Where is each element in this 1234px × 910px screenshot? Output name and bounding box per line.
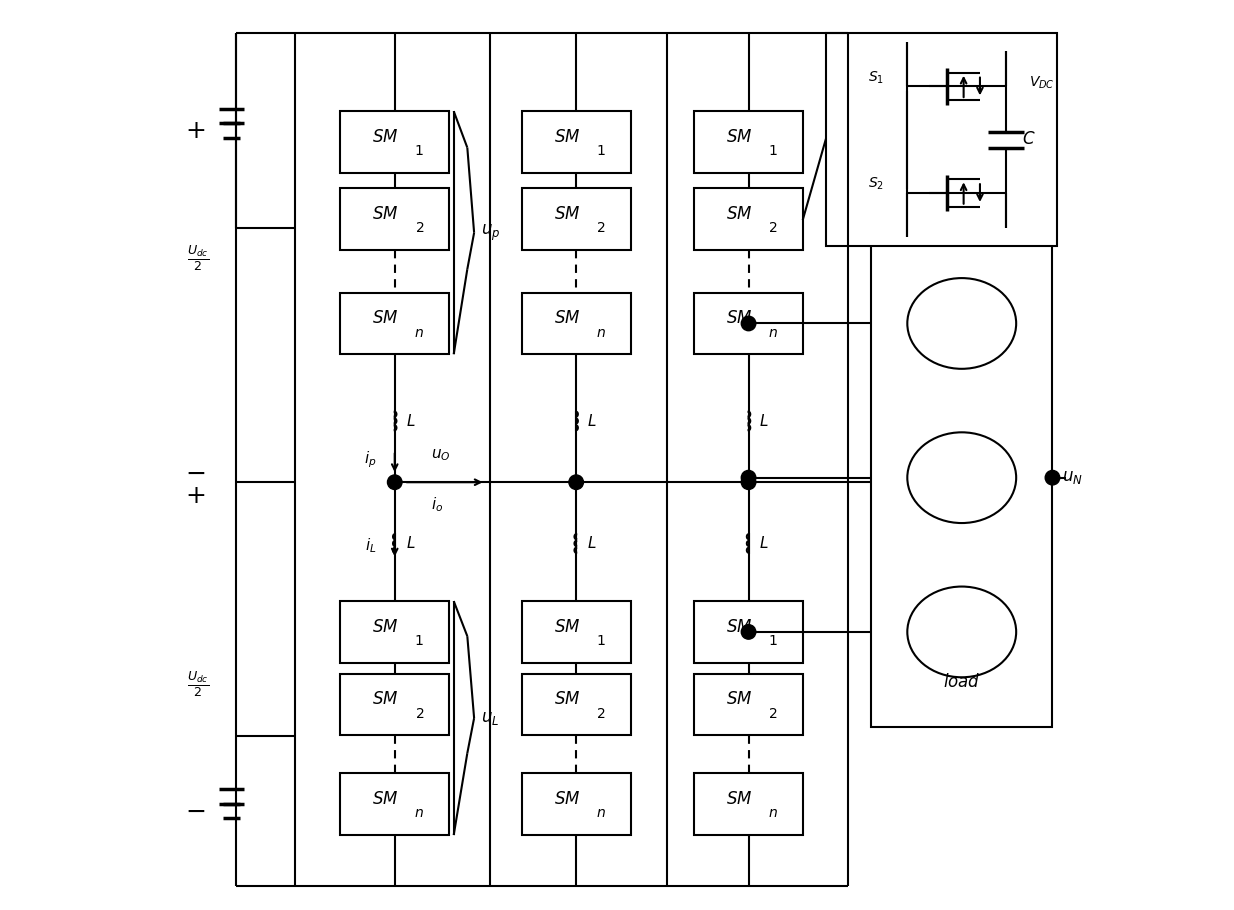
FancyBboxPatch shape: [522, 774, 631, 835]
Ellipse shape: [907, 278, 1016, 369]
Text: $SM$: $SM$: [727, 129, 753, 146]
Text: $n$: $n$: [415, 806, 424, 820]
Text: $n$: $n$: [596, 806, 606, 820]
Text: $SM$: $SM$: [727, 692, 753, 709]
Text: $+$: $+$: [185, 118, 205, 143]
Text: $V_{DC}$: $V_{DC}$: [1029, 75, 1055, 91]
Circle shape: [742, 316, 755, 330]
FancyBboxPatch shape: [341, 774, 449, 835]
Text: $SM$: $SM$: [373, 129, 399, 146]
Text: $S_1$: $S_1$: [868, 69, 884, 86]
Text: $SM$: $SM$: [554, 206, 580, 223]
Text: $n$: $n$: [596, 326, 606, 339]
Text: $1$: $1$: [596, 634, 606, 648]
Text: $i_p$: $i_p$: [364, 450, 376, 470]
Text: $L$: $L$: [406, 535, 415, 551]
FancyBboxPatch shape: [341, 188, 449, 250]
Text: $L$: $L$: [587, 535, 597, 551]
Text: $SM$: $SM$: [554, 310, 580, 328]
FancyBboxPatch shape: [522, 293, 631, 354]
FancyBboxPatch shape: [341, 673, 449, 735]
Text: $load$: $load$: [943, 672, 981, 691]
FancyBboxPatch shape: [694, 602, 803, 662]
FancyBboxPatch shape: [694, 188, 803, 250]
Text: $u_N$: $u_N$: [1061, 470, 1082, 486]
Text: $C$: $C$: [1023, 131, 1037, 148]
FancyBboxPatch shape: [341, 602, 449, 662]
Text: $L$: $L$: [759, 535, 769, 551]
Text: $2$: $2$: [596, 706, 606, 721]
Text: $SM$: $SM$: [727, 619, 753, 636]
FancyBboxPatch shape: [341, 111, 449, 173]
Text: $u_p$: $u_p$: [481, 223, 500, 243]
Text: $n$: $n$: [415, 326, 424, 339]
Text: $2$: $2$: [769, 706, 777, 721]
Circle shape: [742, 624, 755, 639]
Text: $SM$: $SM$: [373, 692, 399, 709]
Text: $2$: $2$: [415, 706, 424, 721]
Text: $2$: $2$: [415, 221, 424, 235]
Text: $1$: $1$: [415, 634, 424, 648]
FancyBboxPatch shape: [522, 188, 631, 250]
Text: $SM$: $SM$: [554, 619, 580, 636]
Text: $SM$: $SM$: [727, 310, 753, 328]
Text: $SM$: $SM$: [727, 206, 753, 223]
Text: $u_L$: $u_L$: [481, 710, 500, 726]
Text: $1$: $1$: [415, 144, 424, 158]
Text: $1$: $1$: [769, 634, 777, 648]
FancyBboxPatch shape: [694, 111, 803, 173]
Text: $L$: $L$: [587, 413, 597, 429]
FancyBboxPatch shape: [522, 673, 631, 735]
FancyBboxPatch shape: [826, 33, 1058, 247]
Text: $1$: $1$: [596, 144, 606, 158]
Circle shape: [1045, 470, 1060, 485]
Text: $1$: $1$: [769, 144, 777, 158]
Text: $L$: $L$: [406, 413, 415, 429]
Circle shape: [742, 475, 755, 490]
Text: $S_2$: $S_2$: [868, 176, 884, 192]
Circle shape: [742, 470, 755, 485]
Text: $-$: $-$: [185, 461, 205, 485]
Text: $2$: $2$: [769, 221, 777, 235]
Circle shape: [387, 475, 402, 490]
FancyBboxPatch shape: [694, 673, 803, 735]
FancyBboxPatch shape: [522, 602, 631, 662]
Circle shape: [569, 475, 584, 490]
Text: $i_L$: $i_L$: [365, 536, 376, 555]
Ellipse shape: [907, 587, 1016, 677]
Text: $-$: $-$: [185, 799, 205, 823]
Text: $n$: $n$: [768, 326, 777, 339]
Text: $i_o$: $i_o$: [431, 496, 443, 514]
Text: $+$: $+$: [185, 484, 205, 508]
Text: $SM$: $SM$: [554, 791, 580, 808]
FancyBboxPatch shape: [871, 228, 1053, 727]
Text: $u_O$: $u_O$: [431, 447, 450, 463]
Text: $SM$: $SM$: [554, 692, 580, 709]
Ellipse shape: [907, 432, 1016, 523]
Text: $2$: $2$: [596, 221, 606, 235]
Text: $SM$: $SM$: [554, 129, 580, 146]
Text: $SM$: $SM$: [373, 791, 399, 808]
FancyBboxPatch shape: [341, 293, 449, 354]
Text: $n$: $n$: [768, 806, 777, 820]
Text: $SM$: $SM$: [727, 791, 753, 808]
Text: $SM$: $SM$: [373, 619, 399, 636]
Text: $\frac{U_{dc}}{2}$: $\frac{U_{dc}}{2}$: [186, 243, 209, 273]
Text: $SM$: $SM$: [373, 206, 399, 223]
Text: $SM$: $SM$: [373, 310, 399, 328]
Text: $\frac{U_{dc}}{2}$: $\frac{U_{dc}}{2}$: [186, 669, 209, 699]
FancyBboxPatch shape: [694, 774, 803, 835]
Text: $L$: $L$: [759, 413, 769, 429]
FancyBboxPatch shape: [694, 293, 803, 354]
FancyBboxPatch shape: [522, 111, 631, 173]
